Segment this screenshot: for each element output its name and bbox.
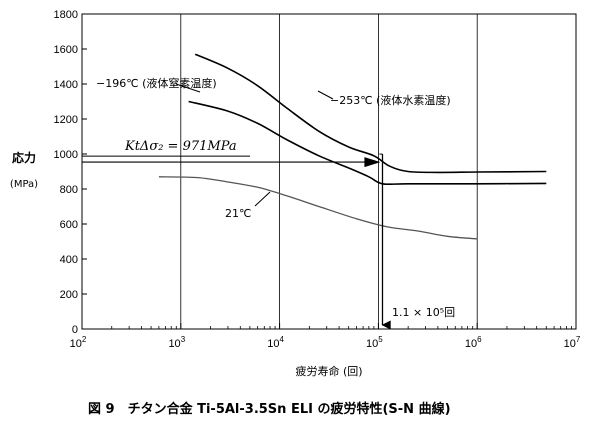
y-tick-label: 1800	[54, 9, 78, 21]
grid-lines	[180, 14, 478, 329]
x-axis-label: 疲労寿命 (回)	[295, 364, 362, 378]
leader-line-minus253	[317, 90, 334, 100]
series-label-minus253: −253℃ (液体水素温度)	[330, 93, 451, 107]
cycles-annotation-label: 1.1 × 10⁵回	[392, 306, 455, 319]
series-label-minus196: −196℃ (液体窒素温度)	[96, 76, 217, 90]
y-axis-unit: (MPa)	[10, 179, 38, 190]
series-label-21c: 21℃	[225, 207, 251, 220]
annotation-layer	[82, 83, 391, 330]
figure-caption: 図 9 チタン合金 Ti-5Al-3.5Sn ELI の疲労特性(S-N 曲線)	[88, 401, 451, 417]
y-tick-label: 1600	[54, 44, 78, 56]
x-tick-label: 107	[564, 335, 581, 350]
x-tick-label: 103	[168, 335, 185, 350]
y-axis-label: 応力	[12, 150, 36, 165]
y-tick-label: 600	[60, 219, 78, 231]
y-tick-label: 800	[60, 184, 78, 196]
leader-line-minus196	[175, 83, 201, 93]
y-tick-label: 0	[72, 324, 78, 336]
x-tick-label: 102	[70, 335, 87, 350]
leader-line-21c	[254, 191, 271, 207]
y-tick-label: 200	[60, 289, 78, 301]
y-axis-ticks: 0 200 400 600 800 1000 1200 1400 1600 1800	[54, 9, 87, 336]
series-line-minus253	[194, 53, 547, 174]
series-line-21c	[158, 176, 478, 240]
y-tick-label: 400	[60, 254, 78, 266]
kt-arrowhead	[364, 157, 381, 168]
y-tick-label: 1000	[54, 149, 78, 161]
x-axis-ticks: 102 103 104 105 106 107	[70, 323, 581, 350]
series-layer	[158, 53, 547, 240]
y-tick-label: 1400	[54, 79, 78, 91]
plot-frame	[81, 13, 577, 330]
kt-annotation-label: KtΔσ₂ = 971MPa	[124, 139, 237, 154]
x-tick-label: 106	[465, 335, 482, 350]
series-line-minus196	[188, 100, 547, 186]
x-tick-label: 105	[366, 335, 383, 350]
y-tick-label: 1200	[54, 114, 78, 126]
x-tick-label: 104	[267, 335, 284, 350]
